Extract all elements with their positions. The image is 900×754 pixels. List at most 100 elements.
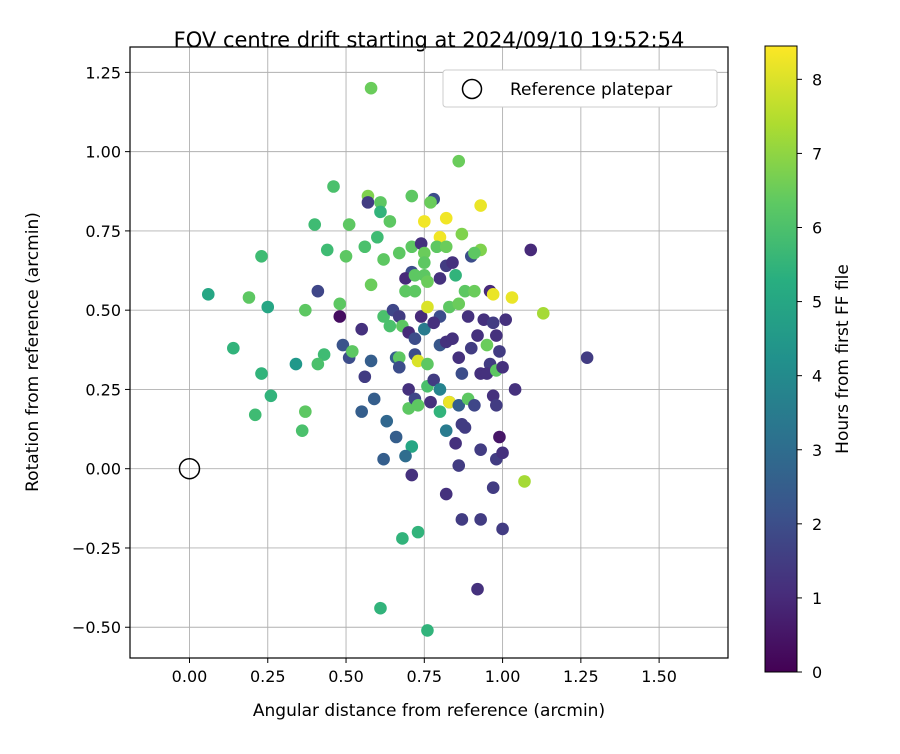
y-tick-label: 0.50	[85, 301, 121, 320]
colorbar-tick-label: 5	[812, 293, 822, 312]
data-point	[248, 408, 262, 422]
data-point	[474, 443, 487, 456]
data-point	[474, 199, 487, 212]
data-point	[364, 81, 378, 95]
data-point	[486, 316, 500, 330]
data-point	[399, 284, 412, 298]
data-point	[377, 452, 390, 466]
data-point	[405, 440, 419, 453]
x-tick-label: 1.50	[641, 667, 677, 686]
data-point	[452, 297, 466, 311]
data-point	[355, 405, 368, 418]
data-point	[490, 329, 503, 342]
data-point	[411, 525, 425, 539]
data-point	[371, 230, 384, 244]
data-point	[433, 272, 447, 285]
data-point	[418, 322, 431, 336]
data-point	[299, 303, 312, 317]
data-point	[458, 284, 472, 298]
colorbar-tick-label: 6	[812, 219, 822, 238]
data-point	[452, 154, 466, 168]
data-point	[308, 218, 322, 231]
data-point	[421, 300, 434, 314]
data-point	[446, 332, 459, 346]
data-point	[408, 284, 422, 298]
colorbar-tick-label: 7	[812, 144, 822, 163]
data-point	[505, 291, 519, 304]
data-point	[414, 237, 428, 250]
data-point	[405, 189, 419, 203]
data-point	[295, 424, 309, 437]
data-point	[367, 392, 381, 406]
data-point	[418, 246, 431, 260]
plot-frame	[129, 46, 729, 659]
x-tick-label: 0.50	[328, 667, 364, 686]
x-axis-ticks: 0.00 0.25 0.50 0.75 1.00 1.25 1.50	[172, 658, 677, 686]
data-point	[361, 196, 375, 209]
data-point	[464, 341, 478, 355]
data-point	[364, 354, 378, 368]
data-point	[486, 288, 500, 301]
data-point	[405, 468, 419, 482]
y-tick-label: 1.00	[85, 143, 121, 162]
y-tick-label: 1.25	[85, 63, 121, 82]
data-point	[411, 398, 425, 412]
data-point	[439, 211, 453, 225]
data-point	[486, 481, 500, 495]
data-point	[427, 373, 440, 387]
data-point	[418, 215, 431, 228]
data-point	[421, 624, 434, 637]
data-point	[496, 522, 509, 536]
data-point	[496, 446, 509, 460]
data-point	[499, 313, 513, 326]
data-point	[452, 351, 466, 365]
colorbar-tick-label: 0	[812, 663, 822, 682]
data-point	[439, 240, 453, 254]
data-point	[402, 383, 415, 396]
data-point	[480, 338, 494, 352]
data-point	[452, 398, 466, 412]
y-tick-label: 0.75	[85, 222, 121, 241]
data-point	[427, 316, 440, 330]
data-point	[242, 291, 256, 304]
legend-marker-icon	[461, 78, 483, 100]
colorbar-tick-label: 1	[812, 589, 822, 608]
data-point	[392, 310, 406, 323]
data-point	[452, 459, 466, 472]
data-point	[439, 487, 453, 501]
colorbar: 0 1 2 3 4 5 6 7 8 Hours from first FF file	[764, 45, 853, 682]
data-point	[383, 215, 397, 228]
y-tick-label: 0.25	[85, 380, 121, 399]
reference-point-icon	[178, 457, 201, 480]
data-point	[374, 601, 387, 615]
data-point	[468, 398, 481, 412]
data-point	[496, 360, 509, 374]
data-point	[508, 383, 522, 396]
colorbar-label: Hours from first FF file	[833, 264, 853, 454]
data-point	[377, 253, 390, 266]
data-point	[201, 288, 215, 301]
data-point	[486, 389, 500, 403]
data-point	[430, 240, 444, 254]
data-point	[264, 389, 278, 403]
data-point	[449, 268, 462, 282]
data-point	[536, 307, 550, 320]
data-point	[261, 300, 275, 314]
legend: Reference platepar	[442, 69, 718, 108]
data-point	[389, 430, 403, 444]
x-tick-label: 0.75	[406, 667, 442, 686]
data-point	[458, 421, 472, 434]
data-points	[201, 81, 594, 637]
data-point	[327, 180, 340, 193]
data-point	[311, 284, 325, 298]
data-point	[414, 310, 428, 323]
y-tick-label: 0.00	[85, 460, 121, 479]
colorbar-tick-label: 2	[812, 515, 822, 534]
data-point	[424, 196, 437, 209]
data-point	[392, 246, 406, 260]
data-point	[439, 424, 453, 437]
x-tick-label: 0.25	[250, 667, 286, 686]
data-point	[364, 278, 378, 292]
data-point	[358, 370, 372, 384]
reference-marker	[178, 457, 201, 480]
